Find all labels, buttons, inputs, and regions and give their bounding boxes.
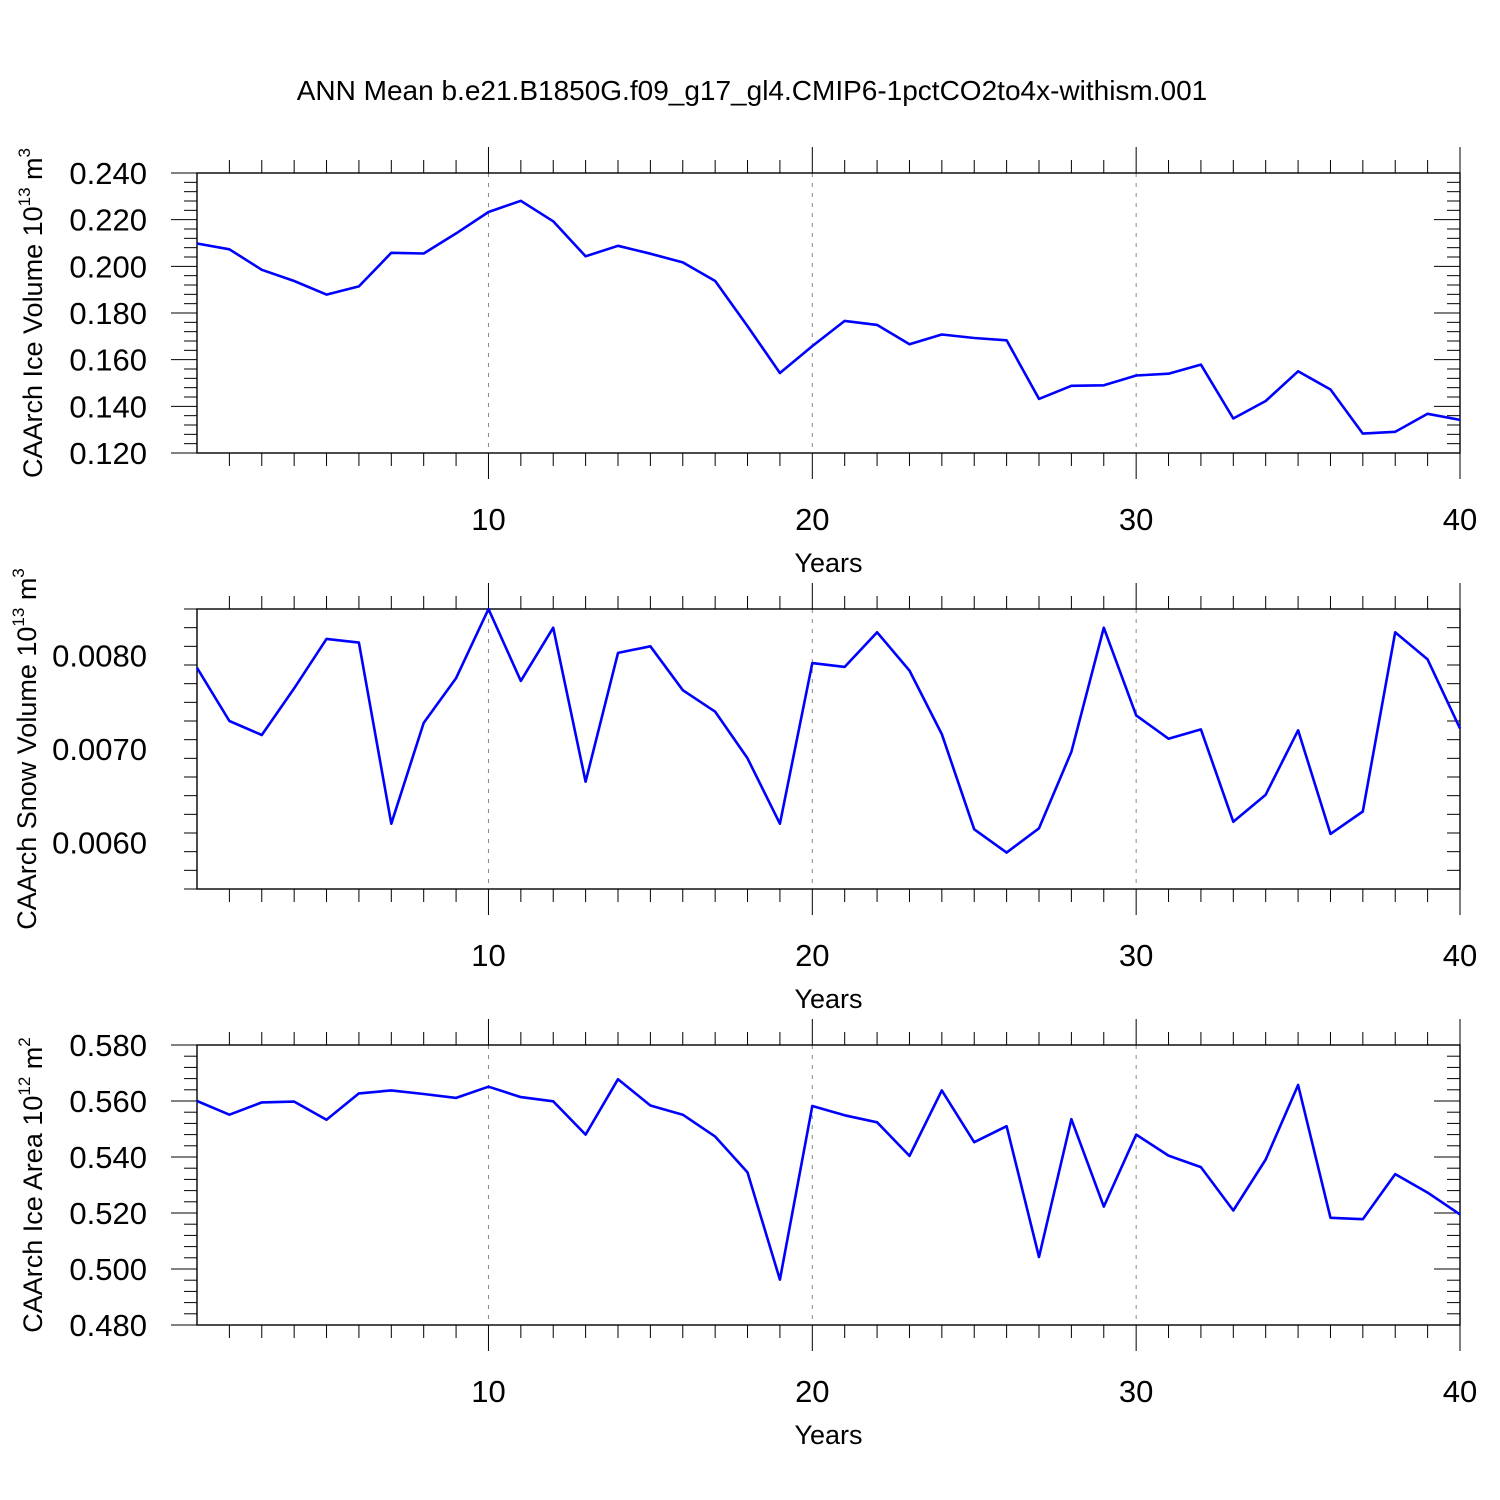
x-tick-label: 10 <box>471 938 505 973</box>
series-line <box>196 1077 1461 1281</box>
y-tick-label: 0.160 <box>69 343 147 378</box>
series-line <box>196 199 1461 435</box>
x-axis-label: Years <box>794 1420 862 1450</box>
y-tick-label: 0.240 <box>69 156 147 191</box>
y-tick-label: 0.140 <box>69 389 147 424</box>
x-tick-label: 30 <box>1119 502 1153 537</box>
x-tick-label: 40 <box>1443 938 1477 973</box>
x-tick-label: 10 <box>471 502 505 537</box>
y-tick-label: 0.560 <box>69 1084 147 1119</box>
y-tick-label: 0.0060 <box>52 825 147 860</box>
chart-title: ANN Mean b.e21.B1850G.f09_g17_gl4.CMIP6-… <box>297 75 1208 106</box>
x-tick-label: 10 <box>471 1374 505 1409</box>
y-tick-label: 0.120 <box>69 436 147 471</box>
y-axis-label: CAArch Ice Volume 1013 m3 <box>15 148 48 478</box>
plot-frame <box>196 1044 1461 1326</box>
y-tick-label: 0.500 <box>69 1252 147 1287</box>
y-tick-label: 0.480 <box>69 1308 147 1343</box>
panel-2: 0.0060 0.0070 0.0080 10 20 30 40 Years CAArch Sn… <box>9 568 1477 1014</box>
x-tick-label: 30 <box>1119 1374 1153 1409</box>
plot-frame <box>196 608 1461 890</box>
y-tick-label: 0.200 <box>69 249 147 284</box>
y-tick-label: 0.220 <box>69 203 147 238</box>
plot-frame <box>196 172 1461 454</box>
x-tick-label: 20 <box>795 938 829 973</box>
y-tick-label: 0.580 <box>69 1028 147 1063</box>
y-tick-label: 0.520 <box>69 1196 147 1231</box>
y-axis-label: CAArch Snow Volume 1013 m3 <box>9 568 42 930</box>
x-tick-label: 40 <box>1443 502 1477 537</box>
x-tick-label: 20 <box>795 1374 829 1409</box>
y-tick-label: 0.540 <box>69 1140 147 1175</box>
x-tick-label: 20 <box>795 502 829 537</box>
y-tick-label: 0.0070 <box>52 732 147 767</box>
panel-3: 0.480 0.500 0.520 0.540 0.560 0.580 10 20 30 40 Ye… <box>15 1019 1477 1450</box>
y-axis-label: CAArch Ice Area 1012 m2 <box>15 1037 48 1333</box>
y-tick-label: 0.180 <box>69 296 147 331</box>
series-line <box>195 607 1462 854</box>
x-tick-label: 30 <box>1119 938 1153 973</box>
x-axis-label: Years <box>794 548 862 578</box>
x-axis-label: Years <box>794 984 862 1014</box>
x-tick-label: 40 <box>1443 1374 1477 1409</box>
panel-1: 0.120 0.140 0.160 0.180 0.200 0.220 0.240 10 20 3… <box>15 147 1477 578</box>
y-tick-label: 0.0080 <box>52 639 147 674</box>
